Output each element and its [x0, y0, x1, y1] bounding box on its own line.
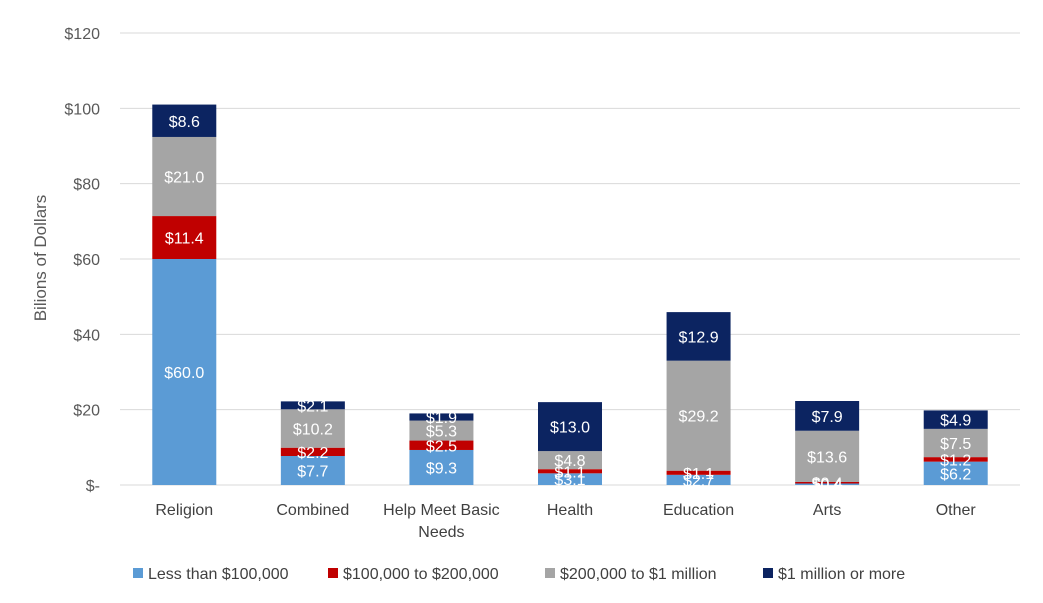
data-label: $2.7 [683, 473, 714, 490]
data-label: $7.7 [297, 463, 328, 480]
bar-segment [923, 428, 988, 458]
data-label: $21.0 [164, 170, 204, 187]
bar-segment [795, 481, 860, 484]
data-label: $9.3 [426, 460, 457, 477]
data-label: $1.1 [554, 464, 585, 481]
bar-segment [409, 440, 474, 450]
y-tick-label: $40 [73, 327, 100, 344]
legend: Less than $100,000 $100,000 to $200,000 $2… [133, 566, 905, 583]
bar-segment [280, 409, 345, 448]
bar-segment [538, 469, 602, 474]
bar-segment [666, 470, 731, 475]
x-category-label: Health [547, 502, 593, 519]
bar-segment [409, 449, 474, 485]
bar-segment [538, 402, 602, 452]
legend-label: $100,000 to $200,000 [343, 566, 499, 583]
data-label: $11.4 [165, 231, 204, 248]
legend-label: Less than $100,000 [148, 566, 289, 583]
data-label: $10.2 [293, 422, 333, 439]
data-label: $0.4 [812, 477, 843, 494]
legend-swatch [133, 568, 143, 578]
bars [152, 104, 988, 485]
y-tick-label: $60 [73, 252, 100, 269]
bar-segment [409, 413, 474, 421]
x-category-label: Religion [155, 502, 213, 519]
data-labels: $60.0 $11.4 $21.0 $8.6 $7.7$2.2 $10.2 $2.1 $9.3… [164, 114, 971, 494]
bar-segment [280, 455, 345, 485]
y-tick-label: $- [86, 478, 100, 495]
bar-segment [280, 447, 345, 456]
gridlines [120, 32, 1020, 486]
data-label: $2.1 [297, 398, 328, 415]
data-label: $4.9 [940, 413, 971, 430]
bar-segment [152, 136, 217, 217]
bar-segment [280, 401, 345, 410]
bar-segment [152, 104, 217, 137]
y-tick-label: $20 [73, 403, 100, 420]
y-tick-label: $120 [64, 26, 100, 43]
data-label: $4.8 [554, 453, 585, 470]
legend-swatch [545, 568, 555, 578]
bar-segment [923, 410, 988, 429]
bar-segment [923, 457, 988, 462]
bar-segment [795, 401, 860, 431]
data-label: $1.1 [683, 466, 714, 483]
bar-segment [538, 451, 602, 470]
x-category-label: Arts [813, 502, 841, 519]
y-tick-label: $80 [73, 177, 100, 194]
x-category-label: Other [936, 502, 977, 519]
legend-swatch [328, 568, 338, 578]
x-category-label: Combined [276, 502, 349, 519]
legend-label: $1 million or more [778, 566, 905, 583]
bar-segment [409, 420, 474, 441]
data-label: $2.2 [297, 445, 328, 462]
data-label: $1.2 [940, 452, 971, 469]
x-axis-categories: Religion Combined Help Meet Basic Needs Heal… [155, 502, 976, 541]
bar-segment [923, 461, 988, 485]
data-label: $13.0 [550, 420, 590, 437]
data-label: $3.1 [554, 472, 585, 489]
bar-segment [152, 216, 217, 259]
data-label: $8.6 [169, 114, 200, 131]
data-label: $60.0 [164, 365, 204, 382]
bar-segment [666, 474, 731, 485]
y-axis-label: Bilions of Dollars [31, 195, 50, 322]
y-tick-label: $100 [64, 101, 100, 118]
bar-segment [152, 259, 217, 485]
x-category-label: Help Meet Basic [383, 502, 500, 519]
data-label: $7.9 [812, 409, 843, 426]
bar-segment [795, 430, 860, 482]
data-label: $5.3 [426, 424, 457, 441]
legend-swatch [763, 568, 773, 578]
data-label: $12.9 [679, 329, 719, 346]
bar-segment [795, 483, 860, 485]
x-category-label: Needs [418, 524, 464, 541]
bar-segment [666, 360, 731, 471]
data-label: $29.2 [679, 409, 719, 426]
data-label: $13.6 [807, 449, 847, 466]
legend-label: $200,000 to $1 million [560, 566, 717, 583]
data-label: $2.5 [426, 438, 457, 455]
y-axis-ticks: $- $20 $40 $60 $80 $100 $120 [64, 26, 100, 495]
bar-segment [666, 312, 731, 361]
data-label: $7.5 [940, 436, 971, 453]
bar-segment [538, 473, 602, 485]
data-label: $6.2 [940, 466, 971, 483]
data-label: $0.4 [812, 476, 843, 493]
data-label: $1.9 [426, 410, 457, 427]
x-category-label: Education [663, 502, 734, 519]
